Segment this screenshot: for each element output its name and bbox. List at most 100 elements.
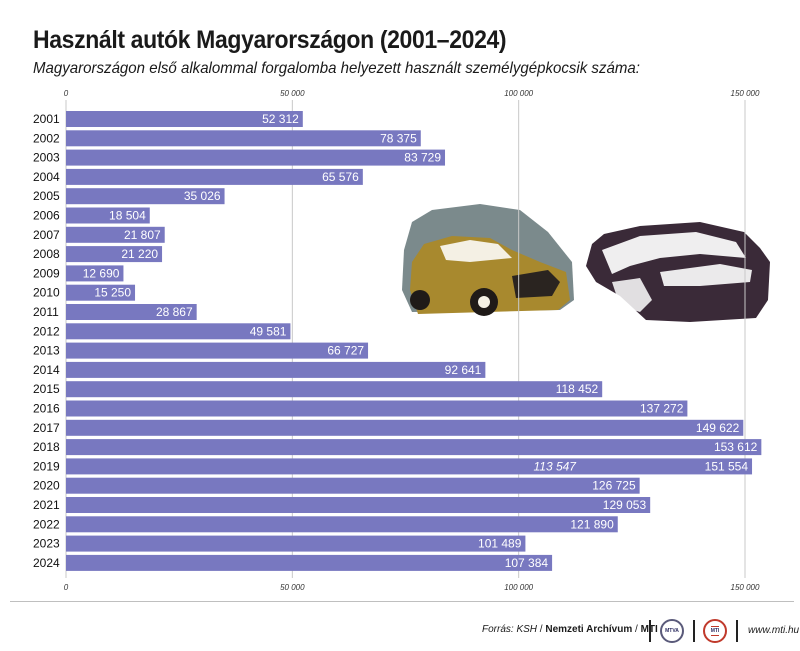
bar xyxy=(66,439,762,456)
bar xyxy=(66,381,603,398)
bar xyxy=(66,284,136,301)
bar xyxy=(66,207,150,224)
source-separator: / xyxy=(537,624,546,635)
bar xyxy=(66,168,363,185)
category-label: 2003 xyxy=(33,151,60,165)
data-label: 18 504 xyxy=(109,209,146,223)
data-label: 12 690 xyxy=(83,266,120,280)
bar xyxy=(66,188,225,205)
x-tick-label-bottom: 150 000 xyxy=(731,583,760,592)
category-label: 2015 xyxy=(33,382,60,396)
category-label: 2012 xyxy=(33,324,60,338)
category-label: 2010 xyxy=(33,286,60,300)
category-label: 2022 xyxy=(33,517,60,531)
bar xyxy=(66,149,446,166)
category-label: 2021 xyxy=(33,498,60,512)
category-label: 2016 xyxy=(33,402,60,416)
x-tick-label-top: 150 000 xyxy=(731,89,760,98)
bar xyxy=(66,226,165,243)
bar xyxy=(66,361,486,378)
chart-subtitle: Magyarországon első alkalommal forgalomb… xyxy=(33,60,640,77)
category-label: 2019 xyxy=(33,459,60,473)
mti-logo-icon: MTI xyxy=(703,619,727,643)
category-label: 2011 xyxy=(33,305,59,319)
data-label: 121 890 xyxy=(570,517,614,531)
data-label: 35 026 xyxy=(184,189,221,203)
category-label: 2020 xyxy=(33,479,60,493)
category-label: 2014 xyxy=(33,363,60,377)
car-front-grille xyxy=(512,270,560,298)
bar xyxy=(66,342,369,359)
data-label: 137 272 xyxy=(640,402,684,416)
bar xyxy=(66,497,651,513)
chart-title: Használt autók Magyarországon (2001–2024… xyxy=(33,26,507,54)
cars-illustration xyxy=(402,204,770,322)
site-url[interactable]: www.mti.hu xyxy=(748,625,800,636)
data-label: 52 312 xyxy=(262,112,299,126)
x-tick-label-bottom: 100 000 xyxy=(504,583,533,592)
x-tick-label-bottom: 50 000 xyxy=(280,583,305,592)
data-label: 151 554 xyxy=(705,459,749,473)
data-label: 21 220 xyxy=(121,247,158,261)
bar xyxy=(66,516,618,533)
category-label: 2008 xyxy=(33,247,60,261)
category-label: 2009 xyxy=(33,266,60,280)
data-label: 78 375 xyxy=(380,131,417,145)
bar xyxy=(66,458,753,475)
category-label: 2004 xyxy=(33,170,60,184)
category-label: 2017 xyxy=(33,421,60,435)
source-org: Nemzeti Archívum xyxy=(545,624,633,635)
bar xyxy=(66,130,421,147)
category-label: 2024 xyxy=(33,556,60,570)
data-label: 92 641 xyxy=(445,363,482,377)
footer-separator xyxy=(649,620,651,642)
category-label: 2018 xyxy=(33,440,60,454)
category-label: 2013 xyxy=(33,344,60,358)
bar xyxy=(66,535,526,552)
category-label: 2007 xyxy=(33,228,60,242)
annotation-label: 113 547 xyxy=(533,459,577,473)
mtva-logo-icon: MTVA xyxy=(660,619,684,643)
bar xyxy=(66,265,124,282)
data-label: 65 576 xyxy=(322,170,359,184)
car-front-wheel-2 xyxy=(410,290,430,310)
data-label: 15 250 xyxy=(94,286,131,300)
x-tick-label-top: 0 xyxy=(64,89,69,98)
data-label: 153 612 xyxy=(714,440,758,454)
data-label: 101 489 xyxy=(478,537,522,551)
bar-chart: 2001 52 312 2002 78 375 2003 83 729 2004 65 576… xyxy=(33,89,770,592)
car-right-highlight xyxy=(602,232,746,274)
x-tick-label-top: 100 000 xyxy=(504,89,533,98)
footer-divider xyxy=(10,601,794,602)
car-front-window xyxy=(440,240,512,262)
x-tick-label-bottom: 0 xyxy=(64,583,69,592)
data-label: 118 452 xyxy=(556,382,599,396)
bar xyxy=(66,246,163,263)
bar xyxy=(66,304,197,320)
source-prefix: Forrás: KSH xyxy=(482,624,538,635)
data-label: 129 053 xyxy=(603,498,647,512)
bar xyxy=(66,400,688,417)
data-label: 21 807 xyxy=(124,228,161,242)
data-label: 126 725 xyxy=(592,479,636,493)
footer-separator-2 xyxy=(693,620,695,642)
data-label: 49 581 xyxy=(250,324,287,338)
category-label: 2006 xyxy=(33,209,60,223)
footer-separator-3 xyxy=(736,620,738,642)
bar xyxy=(66,554,553,571)
bar xyxy=(66,419,744,436)
data-label: 107 384 xyxy=(505,556,549,570)
data-label: 149 622 xyxy=(696,421,740,435)
bar xyxy=(66,111,303,127)
data-label: 66 727 xyxy=(327,344,364,358)
x-tick-label-top: 50 000 xyxy=(280,89,305,98)
category-label: 2023 xyxy=(33,537,60,551)
data-label: 28 867 xyxy=(156,305,193,319)
bar xyxy=(66,477,640,494)
category-label: 2001 xyxy=(33,112,60,126)
source-credit: Forrás: KSH / Nemzeti Archívum / MTI xyxy=(482,624,658,635)
data-label: 83 729 xyxy=(404,151,441,165)
bar xyxy=(66,323,291,340)
category-label: 2002 xyxy=(33,131,60,145)
category-label: 2005 xyxy=(33,189,60,203)
